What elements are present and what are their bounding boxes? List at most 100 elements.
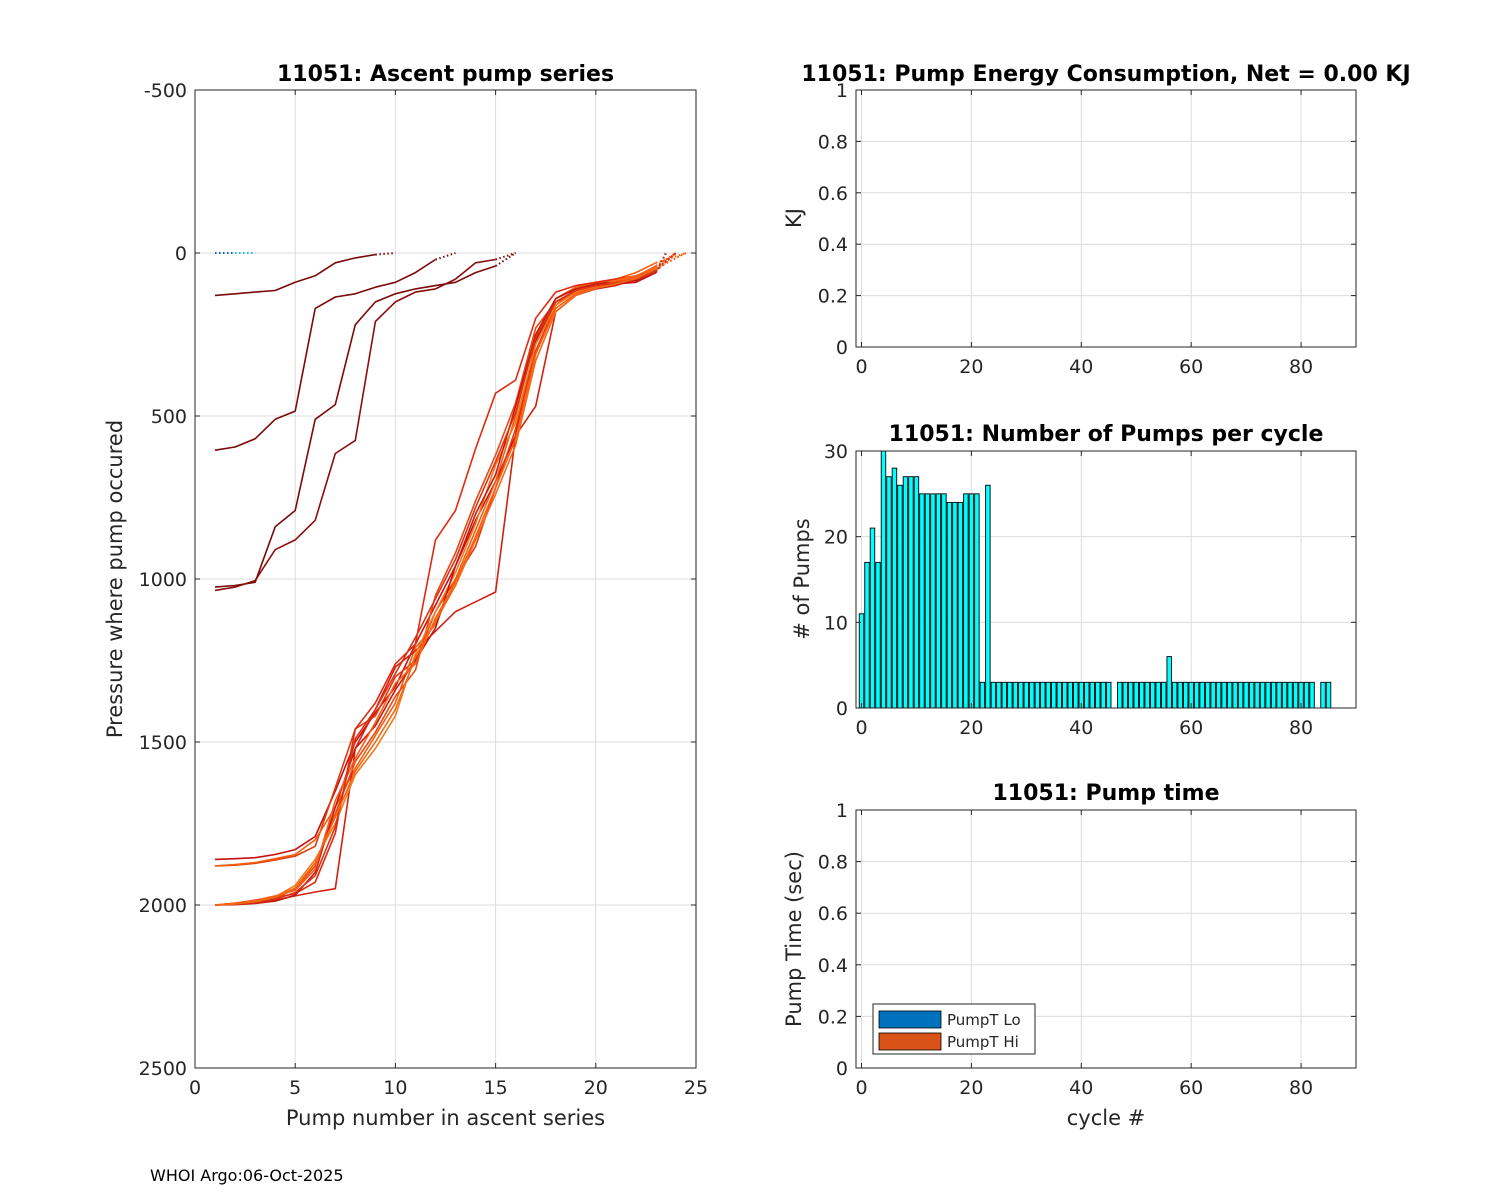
bar-cycle-30 xyxy=(1023,681,1030,709)
y-tick-label: 20 xyxy=(824,527,848,549)
bar-cycle-25 xyxy=(996,681,1002,709)
series-line-deep-11 xyxy=(214,267,657,906)
bar-cycle-14 xyxy=(935,493,942,709)
bar-cycle-71 xyxy=(1248,681,1255,709)
bar-cycle-78 xyxy=(1287,681,1293,709)
series-tail-near-surface-1 xyxy=(375,252,396,256)
bar-cycle-76 xyxy=(1276,681,1282,709)
series-line-deep-10 xyxy=(214,270,657,906)
energy-y-label: KJ xyxy=(782,208,806,228)
x-tick-label: 60 xyxy=(1179,1077,1203,1099)
legend-label-lo: PumpT Lo xyxy=(947,1011,1021,1029)
series-line-near-surface-3 xyxy=(214,265,496,588)
bar-cycle-66 xyxy=(1221,681,1227,709)
bar-cycle-32 xyxy=(1034,681,1041,709)
pumptime-ticks: 0 20 40 60 80 0 0.2 0.4 0.6 0.8 1 xyxy=(818,800,1356,1099)
bar-cycle-18 xyxy=(957,501,964,709)
bar-cycle-53 xyxy=(1149,681,1156,709)
bar-cycle-2 xyxy=(869,527,876,709)
pumps-ticks: 0 20 40 60 80 0 10 20 30 xyxy=(824,441,1356,739)
bar-cycle-23 xyxy=(985,484,991,709)
bar-cycle-55 xyxy=(1160,681,1167,709)
pumps-y-label: # of Pumps xyxy=(790,518,814,640)
pumptime-chart: 0 20 40 60 80 0 0.2 0.4 0.6 0.8 1 11051: Pump time… xyxy=(782,781,1357,1130)
bar-cycle-24 xyxy=(990,681,997,709)
pumptime-legend: PumpT Lo PumpT Hi xyxy=(872,1003,1036,1055)
bar-cycle-33 xyxy=(1040,681,1046,709)
x-tick-label: 80 xyxy=(1289,356,1313,378)
bar-cycle-64 xyxy=(1210,681,1216,709)
bar-cycle-73 xyxy=(1259,681,1266,709)
bar-cycle-50 xyxy=(1133,681,1139,709)
x-tick-label: 40 xyxy=(1069,717,1093,739)
bar-cycle-26 xyxy=(1001,681,1008,709)
bar-cycle-54 xyxy=(1155,681,1161,709)
y-tick-label: 0.4 xyxy=(818,234,848,256)
y-tick-label: 1 xyxy=(836,80,848,102)
energy-chart: 0 20 40 60 80 0 0.2 0.4 0.6 0.8 1 11051: Pump Ener… xyxy=(782,62,1411,378)
bar-cycle-10 xyxy=(913,476,920,709)
ascent-ticks: 0 5 10 15 20 25 -500 0 500 1000 1500 2000 2500 xyxy=(139,80,708,1099)
y-tick-label: 0.2 xyxy=(818,1006,848,1028)
bar-cycle-69 xyxy=(1237,681,1244,709)
series-line-near-surface-4 xyxy=(214,258,496,592)
bar-cycle-81 xyxy=(1303,681,1310,709)
bar-cycle-29 xyxy=(1018,681,1024,709)
bar-cycle-43 xyxy=(1095,681,1101,709)
y-tick-label: 2500 xyxy=(139,1058,187,1080)
y-tick-label: 0.8 xyxy=(818,852,848,874)
x-tick-label: 10 xyxy=(383,1077,407,1099)
bar-cycle-17 xyxy=(952,501,958,709)
y-tick-label: 0 xyxy=(836,1058,848,1080)
bar-cycle-47 xyxy=(1117,681,1123,709)
ascent-title: 11051: Ascent pump series xyxy=(277,62,614,87)
y-tick-label: 2000 xyxy=(139,895,187,917)
x-tick-label: 80 xyxy=(1289,717,1313,739)
bar-cycle-31 xyxy=(1029,681,1035,709)
y-tick-label: 0 xyxy=(836,698,848,720)
y-tick-label: 0.8 xyxy=(818,131,848,153)
bar-cycle-72 xyxy=(1254,681,1260,709)
y-tick-label: 500 xyxy=(151,406,187,428)
x-tick-label: 0 xyxy=(855,356,867,378)
bar-cycle-8 xyxy=(902,476,909,709)
legend-swatch-hi xyxy=(878,1032,942,1051)
x-tick-label: 40 xyxy=(1069,356,1093,378)
x-tick-label: 60 xyxy=(1179,356,1203,378)
bar-cycle-20 xyxy=(968,493,975,709)
pumptime-y-label: Pump Time (sec) xyxy=(782,851,806,1027)
y-tick-label: 0 xyxy=(175,243,187,265)
y-tick-label: 1500 xyxy=(139,732,187,754)
bar-cycle-11 xyxy=(919,493,925,709)
bar-cycle-82 xyxy=(1309,681,1315,709)
series-line-deep-8 xyxy=(214,271,657,906)
bar-cycle-77 xyxy=(1281,681,1288,709)
ascent-chart: 0 5 10 15 20 25 -500 0 500 1000 1500 2000 2500 11051… xyxy=(103,62,708,1130)
bar-cycle-79 xyxy=(1292,681,1299,709)
bar-cycle-56 xyxy=(1166,656,1172,709)
series-line-deep-9 xyxy=(214,265,657,906)
bar-cycle-7 xyxy=(897,484,903,709)
bar-cycle-0 xyxy=(858,613,865,709)
series-line-near-surface-2 xyxy=(214,258,436,451)
bar-cycle-4 xyxy=(880,450,887,709)
x-tick-label: 20 xyxy=(959,1077,983,1099)
x-tick-label: 20 xyxy=(959,356,983,378)
bar-cycle-6 xyxy=(891,467,898,709)
bar-cycle-70 xyxy=(1243,681,1249,709)
bar-cycle-28 xyxy=(1012,681,1019,709)
x-tick-label: 20 xyxy=(584,1077,608,1099)
series-tail-deep-11 xyxy=(655,252,687,270)
bar-cycle-34 xyxy=(1045,681,1052,709)
x-tick-label: 25 xyxy=(684,1077,708,1099)
series-line-deep-7 xyxy=(214,266,657,906)
bar-cycle-22 xyxy=(979,681,986,709)
y-tick-label: 1 xyxy=(836,800,848,822)
pumps-chart: 0 20 40 60 80 0 10 20 30 11051: Number of Pumps … xyxy=(790,422,1357,739)
bar-cycle-38 xyxy=(1067,681,1073,709)
bar-cycle-62 xyxy=(1199,681,1205,709)
bar-cycle-37 xyxy=(1062,681,1068,709)
x-tick-label: 80 xyxy=(1289,1077,1313,1099)
bar-cycle-19 xyxy=(963,493,969,709)
